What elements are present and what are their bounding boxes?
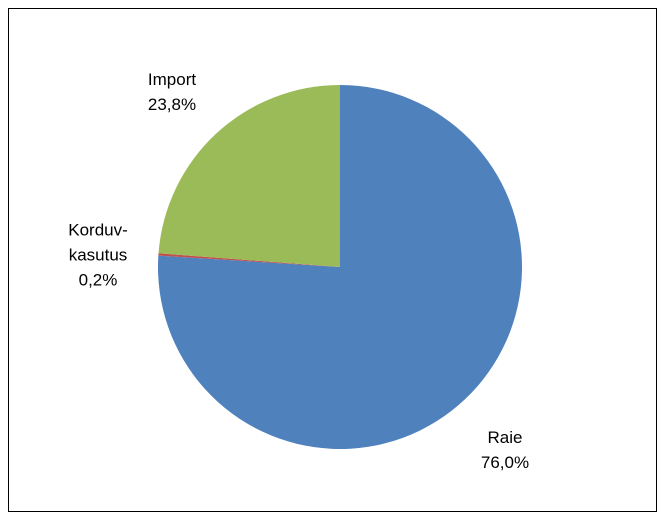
slice-label: Import 23,8% [134, 67, 210, 117]
slice-label: Korduv-kasutus 0,2% [60, 218, 136, 293]
pie-slice [158, 85, 522, 449]
pie-slice [158, 253, 340, 267]
slice-label: Raie 76,0% [467, 425, 543, 475]
pie-slice [158, 85, 340, 267]
category-label: Import [147, 70, 197, 89]
category-label: Korduv-kasutus [68, 220, 128, 265]
value-label: 23,8% [147, 95, 197, 114]
value-label: 76,0% [480, 453, 530, 472]
value-label: 0,2% [78, 270, 118, 290]
chart-frame [8, 8, 657, 512]
category-label: Raie [487, 428, 523, 447]
